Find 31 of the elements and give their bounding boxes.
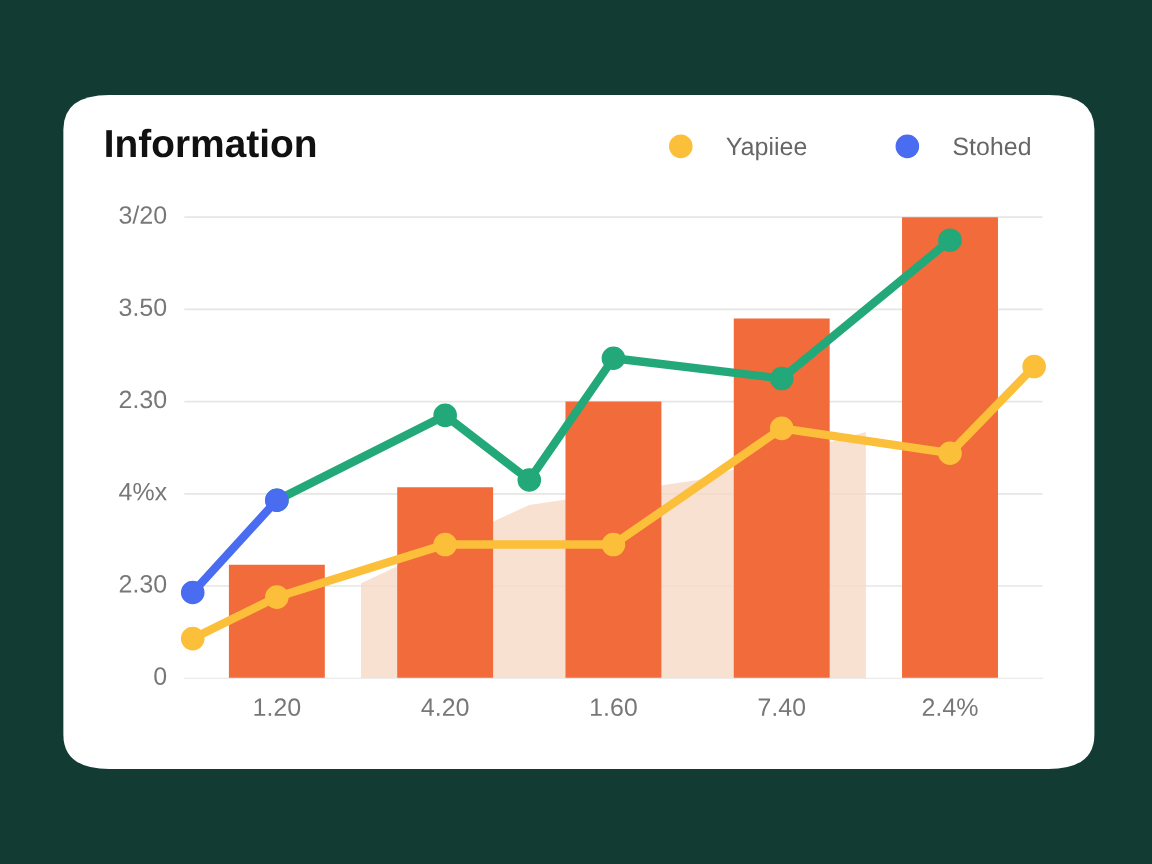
x-tick-label: 1.60 (591, 698, 637, 717)
text: 2.30 (119, 390, 167, 409)
point (517, 468, 542, 492)
point (433, 403, 457, 428)
text: 3.50 (119, 298, 167, 317)
legend-label: Stohed (953, 136, 1030, 156)
point (265, 585, 289, 609)
point (180, 580, 205, 605)
x-tick-label: 4.20 (421, 698, 469, 717)
point (1022, 354, 1046, 379)
text: 3/20 (119, 205, 167, 224)
bar (902, 217, 998, 679)
point (938, 228, 962, 253)
x-tick-label: 1.20 (254, 698, 301, 717)
text: 4%x (119, 482, 167, 501)
bar (397, 487, 494, 679)
x-tick-label: 2.4% (922, 698, 978, 716)
bar (733, 318, 830, 679)
point (180, 626, 205, 651)
point (433, 532, 457, 557)
point (601, 346, 626, 371)
legend-label: Yapiiee (726, 136, 807, 161)
chart-title: Information (106, 128, 316, 158)
x-tick-label: 7.40 (758, 698, 806, 717)
text: 2.30 (119, 575, 167, 593)
point (769, 416, 794, 441)
point (601, 532, 626, 557)
text: 0 (154, 667, 167, 685)
point (938, 441, 962, 466)
point (769, 366, 794, 391)
bar (565, 401, 662, 679)
